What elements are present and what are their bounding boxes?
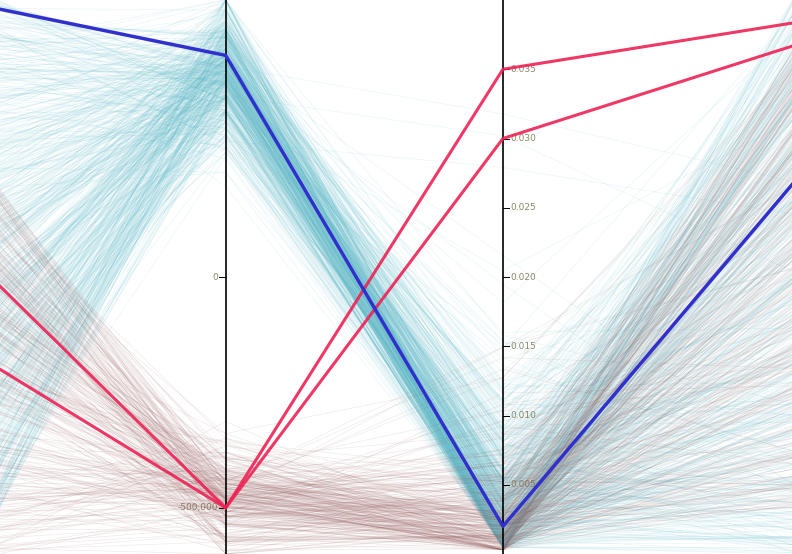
Text: 0.030: 0.030 <box>511 134 537 143</box>
Text: 0.015: 0.015 <box>511 342 537 351</box>
Text: 0.010: 0.010 <box>511 411 537 420</box>
Text: 0.005: 0.005 <box>511 480 537 489</box>
Text: 0.035: 0.035 <box>511 65 537 74</box>
Text: 0.025: 0.025 <box>511 203 537 212</box>
Text: -500,000: -500,000 <box>177 504 218 512</box>
Text: 0: 0 <box>212 273 218 281</box>
Text: 0.020: 0.020 <box>511 273 537 281</box>
